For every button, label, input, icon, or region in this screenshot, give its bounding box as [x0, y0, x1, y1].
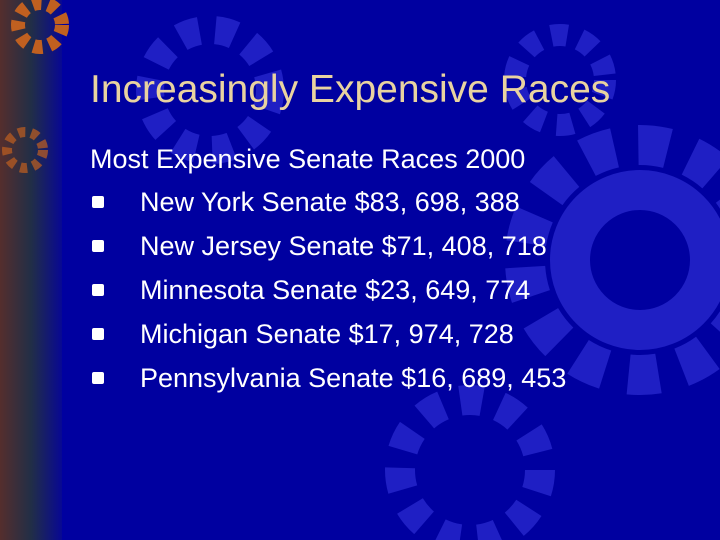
slide-title: Increasingly Expensive Races — [90, 68, 610, 111]
bullet-icon — [92, 240, 104, 252]
bullet-text: New Jersey Senate $71, 408, 718 — [140, 231, 547, 261]
bullet-text: Michigan Senate $17, 974, 728 — [140, 319, 514, 349]
bullet-list: New York Senate $83, 698, 388 New Jersey … — [92, 187, 566, 393]
bullet-icon — [92, 328, 104, 340]
bullet-icon — [92, 284, 104, 296]
bullet-icon — [92, 372, 104, 384]
bullet-icon — [92, 196, 104, 208]
gear-decoration — [136, 16, 720, 540]
bullet-text: Pennsylvania Senate $16, 689, 453 — [140, 363, 566, 393]
bullet-text: New York Senate $83, 698, 388 — [140, 187, 520, 217]
subtitle: Most Expensive Senate Races 2000 — [90, 144, 525, 174]
left-strip — [0, 0, 62, 540]
gear-decoration — [2, 0, 69, 173]
bullet-text: Minnesota Senate $23, 649, 774 — [140, 275, 530, 305]
